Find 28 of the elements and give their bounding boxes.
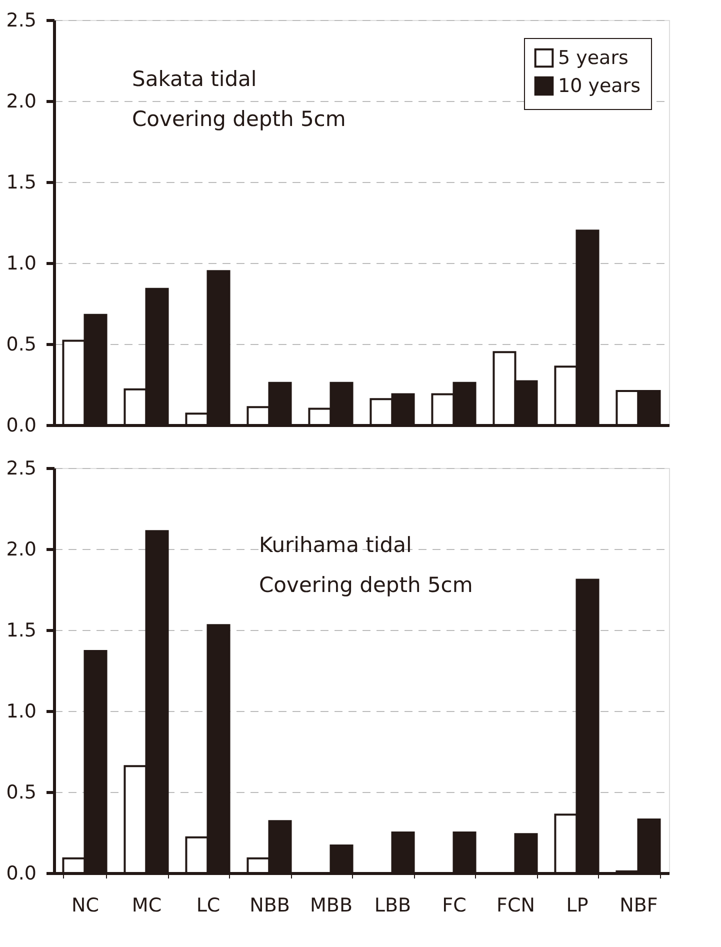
y-tick-label: 0.5 <box>6 782 36 804</box>
x-tick-label: MC <box>132 894 162 916</box>
x-tick-label: FC <box>442 894 466 916</box>
y-tick-label: 1.0 <box>6 252 36 274</box>
y-tick-label: 2.5 <box>6 10 36 32</box>
x-tick-label: LC <box>196 894 220 916</box>
legend-label: 10 years <box>558 75 641 97</box>
y-tick-label: 1.5 <box>6 172 36 194</box>
x-tick-label: NBF <box>620 894 658 916</box>
x-tick-label: LP <box>566 894 588 916</box>
y-tick-label: 0.0 <box>6 862 36 884</box>
x-tick-label: NBB <box>250 894 290 916</box>
annotation: Covering depth 5cm <box>259 573 473 597</box>
y-tick-label: 2.5 <box>6 458 36 480</box>
x-tick-label: LBB <box>374 894 412 916</box>
x-tick-label: NC <box>72 894 99 916</box>
x-tick-label: MBB <box>310 894 352 916</box>
y-tick-label: 2.0 <box>6 90 36 112</box>
y-tick-label: 2.0 <box>6 538 36 560</box>
annotation: Covering depth 5cm <box>132 107 346 131</box>
annotation: Kurihama tidal <box>259 533 412 557</box>
annotation: Sakata tidal <box>132 67 257 91</box>
y-tick-label: 0.5 <box>6 334 36 356</box>
x-tick-label: FCN <box>496 894 535 916</box>
y-tick-label: 1.5 <box>6 620 36 642</box>
y-tick-label: 1.0 <box>6 700 36 722</box>
y-tick-label: 0.0 <box>6 414 36 436</box>
legend-label: 5 years <box>558 47 628 69</box>
